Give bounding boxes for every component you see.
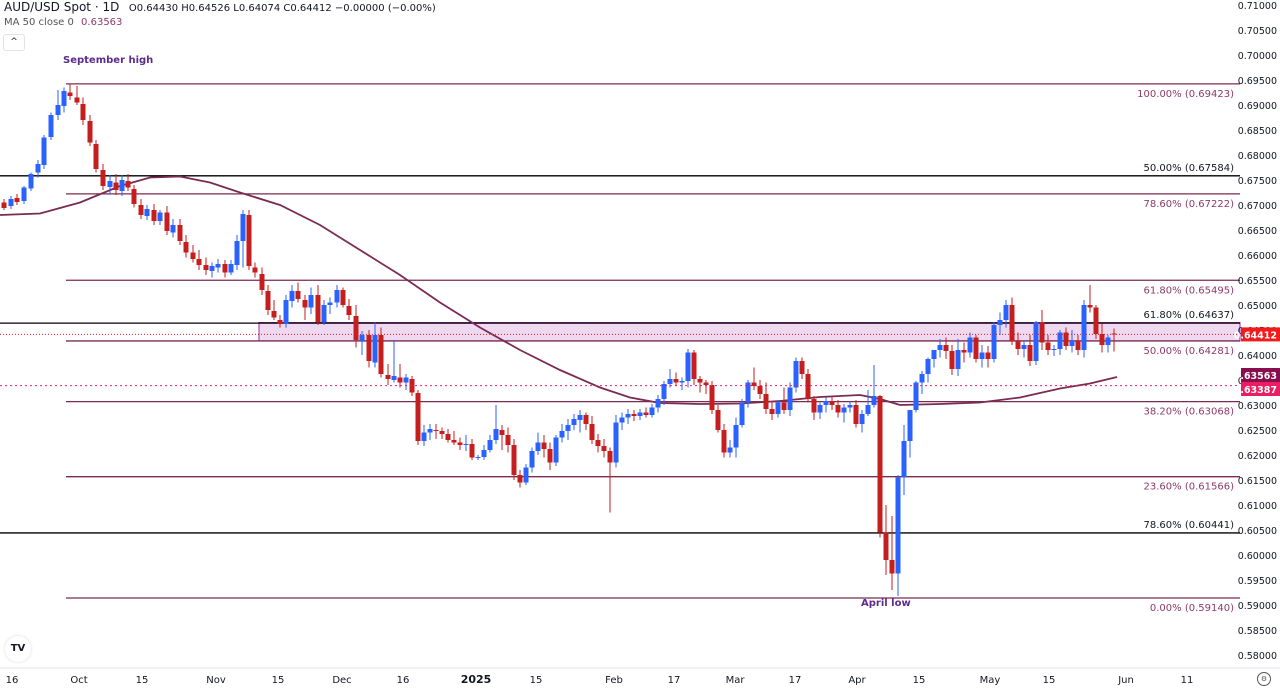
svg-text:0.60500: 0.60500 — [1238, 526, 1277, 537]
symbol-title[interactable]: AUD/USD Spot · 1D — [4, 0, 120, 14]
chart-legend: AUD/USD Spot · 1D O0.64430 H0.64526 L0.6… — [4, 0, 436, 30]
fib-level-label: 50.00% (0.67584) — [1144, 163, 1235, 174]
fib-level-label: 100.00% (0.69423) — [1137, 89, 1234, 100]
fib-level-label: 61.80% (0.65495) — [1144, 285, 1235, 296]
svg-text:Dec: Dec — [332, 675, 351, 686]
tradingview-logo-icon[interactable]: TV — [5, 636, 31, 662]
svg-text:0.66500: 0.66500 — [1238, 226, 1277, 237]
fib-level-label: 78.60% (0.67222) — [1144, 199, 1235, 210]
settings-icon[interactable]: ⚙ — [1257, 672, 1271, 686]
svg-text:16: 16 — [6, 675, 19, 686]
price-badges: 0.64412 0.63563 0.63387 — [1234, 327, 1280, 396]
svg-text:Apr: Apr — [848, 675, 866, 686]
chevron-up-icon: ^ — [10, 37, 18, 47]
svg-text:0.70000: 0.70000 — [1238, 51, 1277, 62]
svg-text:0.63563: 0.63563 — [1234, 371, 1277, 382]
svg-text:0.68000: 0.68000 — [1238, 151, 1277, 162]
svg-text:0.59500: 0.59500 — [1238, 576, 1277, 587]
time-axis[interactable]: 16 Oct 15 Nov 15 Dec 16 2025 15 Feb 17 Mar 17 Apr 15 Ma… — [0, 667, 1280, 686]
svg-text:15: 15 — [272, 675, 285, 686]
svg-text:0.61000: 0.61000 — [1238, 501, 1277, 512]
svg-text:0.67000: 0.67000 — [1238, 201, 1277, 212]
svg-text:2025: 2025 — [461, 673, 492, 686]
svg-text:0.67500: 0.67500 — [1238, 176, 1277, 187]
resistance-zone — [258, 322, 1241, 342]
svg-text:11: 11 — [1181, 675, 1194, 686]
svg-text:0.61500: 0.61500 — [1238, 476, 1277, 487]
svg-text:Oct: Oct — [70, 675, 87, 686]
svg-text:0.68500: 0.68500 — [1238, 126, 1277, 137]
svg-text:15: 15 — [136, 675, 149, 686]
svg-text:0.62500: 0.62500 — [1238, 426, 1277, 437]
candlesticks — [1, 83, 1117, 596]
svg-text:0.66000: 0.66000 — [1238, 251, 1277, 262]
svg-text:15: 15 — [913, 675, 926, 686]
ohlc-values: O0.64430 H0.64526 L0.64074 C0.64412 −0.0… — [128, 3, 436, 14]
price-reference-lines — [0, 333, 1240, 387]
fib-level-label: 61.80% (0.64637) — [1144, 310, 1235, 321]
svg-text:Feb: Feb — [605, 675, 623, 686]
svg-text:0.69500: 0.69500 — [1238, 76, 1277, 87]
april-low-label: April low — [861, 598, 911, 609]
svg-text:0.69000: 0.69000 — [1238, 101, 1277, 112]
fib-level-label: 50.00% (0.64281) — [1144, 346, 1235, 357]
fib-level-label: 38.20% (0.63068) — [1144, 407, 1235, 418]
fib-level-label: 78.60% (0.60441) — [1144, 520, 1235, 531]
fibonacci-levels: 100.00% (0.69423) 50.00% (0.67584) 78.60% … — [0, 83, 1240, 614]
svg-text:0.58500: 0.58500 — [1238, 626, 1277, 637]
svg-text:0.65500: 0.65500 — [1238, 276, 1277, 287]
svg-text:17: 17 — [668, 675, 681, 686]
svg-text:0.71000: 0.71000 — [1238, 1, 1277, 12]
ma-value: 0.63563 — [81, 17, 123, 28]
svg-text:0.64000: 0.64000 — [1238, 351, 1277, 362]
svg-text:0.62000: 0.62000 — [1238, 451, 1277, 462]
svg-text:0.59000: 0.59000 — [1238, 601, 1277, 612]
svg-text:15: 15 — [530, 675, 543, 686]
september-high-label: September high — [63, 55, 154, 66]
svg-text:0.63000: 0.63000 — [1238, 401, 1277, 412]
svg-text:Mar: Mar — [726, 675, 746, 686]
svg-text:0.63387: 0.63387 — [1234, 385, 1277, 396]
fib-level-label: 0.00% (0.59140) — [1150, 603, 1234, 614]
svg-text:Nov: Nov — [206, 675, 226, 686]
svg-text:0.64412: 0.64412 — [1234, 330, 1277, 341]
svg-text:Jun: Jun — [1117, 675, 1134, 686]
svg-text:0.65000: 0.65000 — [1238, 301, 1277, 312]
fib-level-label: 23.60% (0.61566) — [1144, 482, 1235, 493]
ma-label[interactable]: MA 50 close 0 — [4, 17, 74, 28]
svg-text:0.70500: 0.70500 — [1238, 26, 1277, 37]
svg-text:15: 15 — [1043, 675, 1056, 686]
collapse-legend-button[interactable]: ^ — [3, 34, 25, 51]
moving-average-50 — [0, 175, 1118, 406]
svg-text:0.58000: 0.58000 — [1238, 651, 1277, 662]
svg-text:16: 16 — [397, 675, 410, 686]
svg-text:May: May — [980, 675, 1001, 686]
svg-text:17: 17 — [789, 675, 802, 686]
svg-text:0.60000: 0.60000 — [1238, 551, 1277, 562]
